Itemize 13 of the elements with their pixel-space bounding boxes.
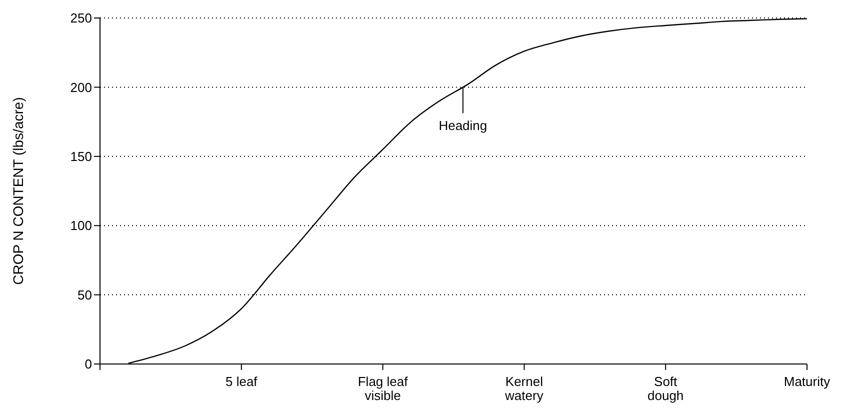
x-tick-label: Soft dough bbox=[648, 374, 684, 403]
y-axis-title: CROP N CONTENT (lbs/acre) bbox=[10, 97, 26, 285]
x-tick-label: 5 leaf bbox=[225, 374, 258, 389]
x-tick-label: Flag leaf visible bbox=[358, 374, 408, 403]
y-tick-label: 200 bbox=[70, 80, 92, 95]
annotation: Heading bbox=[438, 118, 488, 134]
x-tick-label: Kernel watery bbox=[504, 374, 544, 403]
y-tick-label: 150 bbox=[70, 149, 92, 164]
y-tick-label: 100 bbox=[70, 218, 92, 234]
y-tick-label: 50 bbox=[78, 287, 92, 302]
x-tick-label: Maturity bbox=[784, 374, 831, 389]
y-tick-label: 250 bbox=[70, 10, 92, 26]
y-tick-label: 0 bbox=[84, 356, 92, 372]
